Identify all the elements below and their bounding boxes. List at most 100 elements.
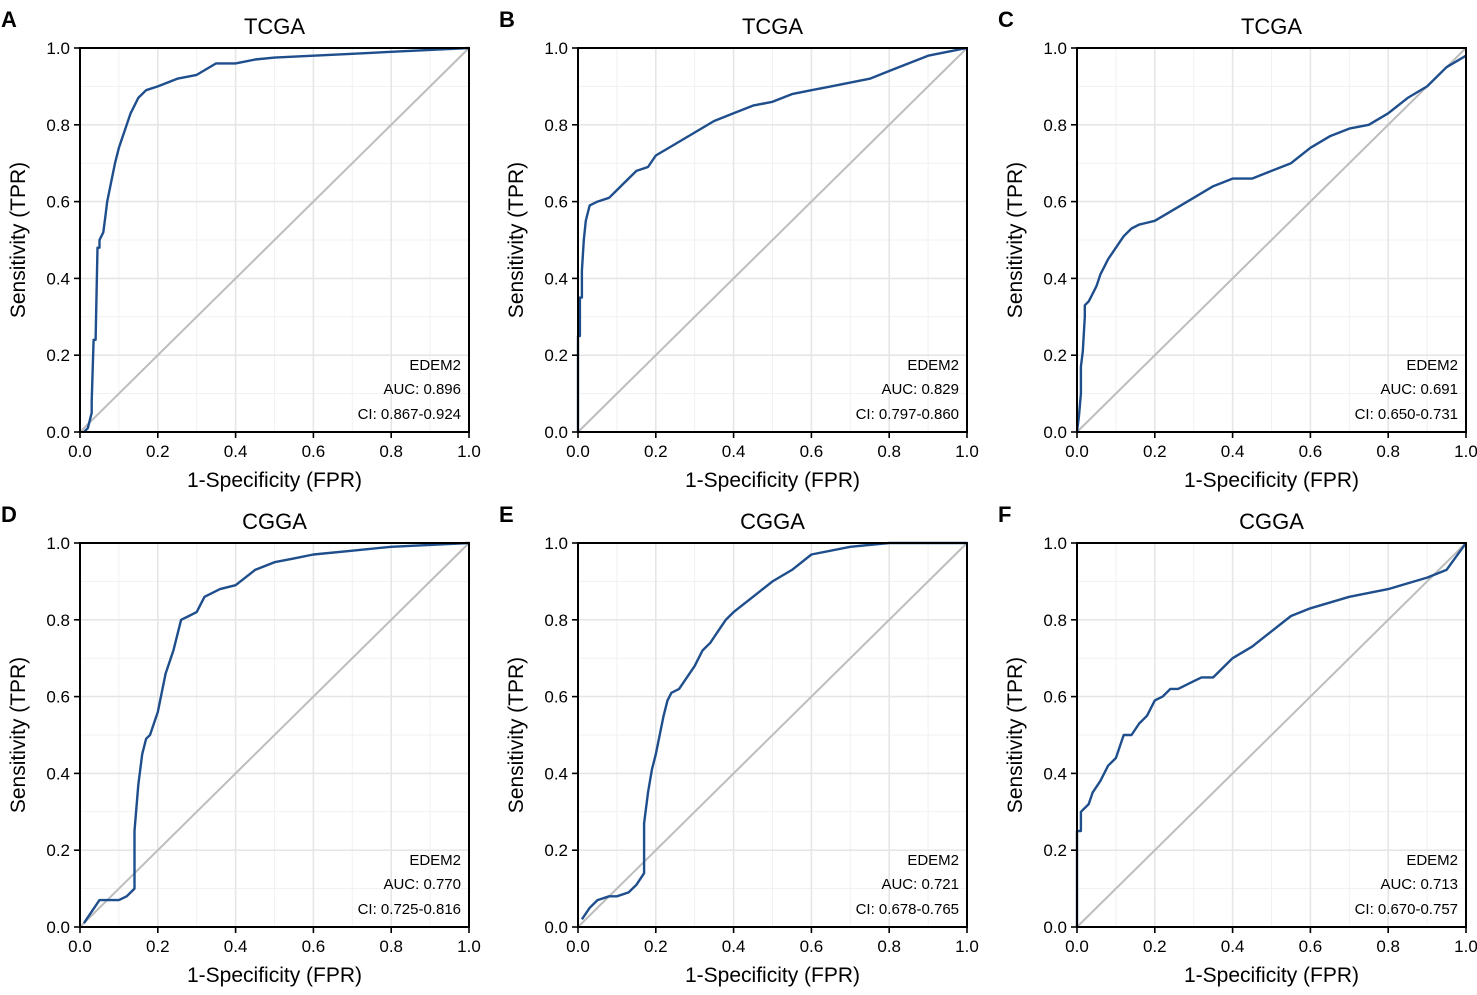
x-axis-label: 1-Specificity (FPR): [187, 964, 362, 987]
y-tick-label: 0.0: [1043, 423, 1067, 442]
y-tick-label: 0.4: [544, 269, 568, 288]
y-tick-label: 0.0: [46, 918, 70, 937]
x-tick-label: 0.2: [1143, 442, 1167, 461]
x-tick-label: 0.6: [1299, 937, 1323, 956]
x-axis-label: 1-Specificity (FPR): [685, 469, 860, 492]
panel-title: TCGA: [742, 14, 803, 39]
auc-annotation: AUC: 0.691: [1380, 381, 1458, 398]
x-tick-label: 1.0: [1454, 442, 1477, 461]
auc-annotation: AUC: 0.896: [383, 381, 461, 398]
chance-diagonal-line: [577, 542, 968, 928]
y-tick-label: 0.6: [46, 688, 70, 707]
y-tick-label: 0.0: [544, 918, 568, 937]
x-tick-label: 0.0: [68, 442, 92, 461]
roc-curve-line: [82, 541, 470, 924]
x-tick-label: 0.6: [800, 442, 824, 461]
y-tick-label: 0.2: [46, 346, 70, 365]
panel-title: CGGA: [740, 509, 805, 534]
x-tick-label: 0.0: [1065, 442, 1089, 461]
y-axis-label: Sensitivity (TPR): [505, 162, 528, 318]
y-axis-label: Sensitivity (TPR): [7, 162, 30, 318]
panel-letter: A: [1, 7, 17, 32]
gene-annotation: EDEM2: [907, 357, 959, 374]
gene-annotation: EDEM2: [1406, 852, 1458, 869]
x-tick-label: 0.8: [877, 442, 901, 461]
y-tick-label: 0.8: [544, 116, 568, 135]
y-tick-label: 0.6: [46, 193, 70, 212]
chance-diagonal-line: [79, 542, 470, 928]
y-tick-label: 1.0: [46, 39, 70, 58]
plot-frame: [1076, 542, 1467, 928]
y-tick-label: 0.8: [1043, 116, 1067, 135]
x-axis-label: 1-Specificity (FPR): [1184, 964, 1359, 987]
y-tick-label: 0.0: [544, 423, 568, 442]
y-tick-label: 0.2: [544, 841, 568, 860]
y-axis-label: Sensitivity (TPR): [1004, 657, 1027, 813]
ci-annotation: CI: 0.678-0.765: [856, 901, 959, 918]
gene-annotation: EDEM2: [1406, 357, 1458, 374]
x-tick-label: 0.8: [1376, 937, 1400, 956]
roc-curve-line: [576, 46, 968, 432]
x-tick-label: 1.0: [955, 442, 979, 461]
y-tick-label: 0.4: [46, 269, 70, 288]
x-tick-label: 1.0: [457, 442, 481, 461]
x-tick-label: 0.8: [877, 937, 901, 956]
x-tick-label: 0.6: [1299, 442, 1323, 461]
y-tick-label: 0.2: [1043, 841, 1067, 860]
y-tick-label: 1.0: [1043, 39, 1067, 58]
auc-annotation: AUC: 0.713: [1380, 876, 1458, 893]
y-tick-label: 0.0: [46, 423, 70, 442]
x-tick-label: 0.0: [566, 937, 590, 956]
x-tick-label: 0.2: [146, 937, 170, 956]
chance-diagonal-line: [1076, 542, 1467, 928]
y-tick-label: 0.4: [1043, 764, 1067, 783]
roc-curve-line: [1075, 542, 1467, 927]
y-axis-label: Sensitivity (TPR): [505, 657, 528, 813]
x-tick-label: 0.2: [644, 937, 668, 956]
x-tick-label: 1.0: [955, 937, 979, 956]
y-tick-label: 0.6: [1043, 193, 1067, 212]
panel-letter: D: [1, 502, 17, 527]
x-tick-label: 0.4: [224, 442, 248, 461]
y-tick-label: 1.0: [1043, 534, 1067, 553]
y-tick-label: 0.6: [1043, 688, 1067, 707]
roc-panel-e: 0.0 0.2 0.4 0.6 0.8 1.0 0.0 0.2 0.4 0.6 0.8 1.0 1-Sp…: [499, 502, 979, 987]
y-tick-label: 0.8: [46, 116, 70, 135]
x-tick-label: 0.4: [1221, 442, 1245, 461]
x-tick-label: 0.4: [722, 937, 746, 956]
gene-annotation: EDEM2: [409, 357, 461, 374]
x-tick-label: 0.2: [146, 442, 170, 461]
roc-curve-line: [83, 46, 470, 433]
auc-annotation: AUC: 0.829: [881, 381, 959, 398]
y-tick-label: 0.6: [544, 688, 568, 707]
panel-letter: F: [998, 502, 1011, 527]
chance-diagonal-line: [1076, 47, 1467, 433]
x-tick-label: 0.4: [1221, 937, 1245, 956]
y-tick-label: 0.0: [1043, 918, 1067, 937]
y-tick-label: 1.0: [544, 39, 568, 58]
panel-title: CGGA: [1239, 509, 1304, 534]
x-tick-label: 0.2: [644, 442, 668, 461]
x-tick-label: 0.6: [302, 442, 326, 461]
roc-panel-b: 0.0 0.2 0.4 0.6 0.8 1.0 0.0 0.2 0.4 0.6 0.8 1.0 1-Sp…: [499, 7, 979, 492]
x-tick-label: 1.0: [1454, 937, 1477, 956]
x-tick-label: 0.8: [1376, 442, 1400, 461]
plot-frame: [577, 47, 968, 433]
ci-annotation: CI: 0.650-0.731: [1355, 406, 1458, 423]
ci-annotation: CI: 0.725-0.816: [358, 901, 461, 918]
roc-panel-d: 0.0 0.2 0.4 0.6 0.8 1.0 0.0 0.2 0.4 0.6 0.8 1.0 1-Sp…: [1, 502, 481, 987]
y-tick-label: 1.0: [46, 534, 70, 553]
y-tick-label: 1.0: [544, 534, 568, 553]
y-tick-label: 0.2: [1043, 346, 1067, 365]
plot-frame: [1076, 47, 1467, 433]
auc-annotation: AUC: 0.721: [881, 876, 959, 893]
plot-frame: [79, 542, 470, 928]
x-tick-label: 0.4: [224, 937, 248, 956]
panel-letter: B: [499, 7, 515, 32]
x-tick-label: 0.4: [722, 442, 746, 461]
y-tick-label: 0.4: [544, 764, 568, 783]
y-axis-label: Sensitivity (TPR): [1004, 162, 1027, 318]
y-tick-label: 0.2: [544, 346, 568, 365]
panel-title: TCGA: [1241, 14, 1302, 39]
